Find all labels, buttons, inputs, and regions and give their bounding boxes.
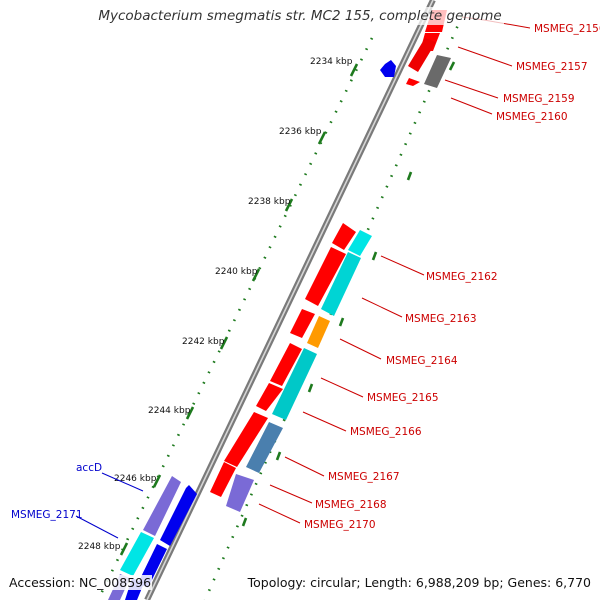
- genome-backbone-highlight: [146, 0, 434, 600]
- tick-label: 2240 kbp: [215, 267, 258, 277]
- leader-line: [75, 515, 119, 539]
- gene-feature[interactable]: [321, 252, 361, 316]
- tick-marks: [119, 61, 456, 556]
- accession-label: Accession: NC_008596: [8, 575, 153, 590]
- gene-label[interactable]: MSMEG_2159: [503, 93, 575, 105]
- gene-label[interactable]: MSMEG_2167: [328, 471, 400, 483]
- gene-feature[interactable]: [424, 55, 451, 88]
- leader-line: [320, 377, 364, 398]
- gene-label[interactable]: MSMEG_2157: [516, 61, 588, 73]
- gene-feature[interactable]: [307, 316, 330, 348]
- gene-feature[interactable]: [272, 348, 317, 420]
- gene-feature[interactable]: [143, 476, 181, 536]
- leader-line: [457, 46, 513, 67]
- gene-feature[interactable]: [305, 247, 346, 306]
- tick-label: 2248 kbp: [78, 542, 121, 552]
- gene-label[interactable]: MSMEG_2165: [367, 392, 439, 404]
- leader-lines-blue: [75, 472, 144, 539]
- tick-mark: [241, 517, 248, 527]
- tick-mark: [284, 198, 294, 212]
- gene-feature[interactable]: [406, 78, 420, 86]
- outer-ruler-ring: [96, 37, 374, 600]
- gene-label[interactable]: MSMEG_2162: [426, 271, 498, 283]
- gene-features: [108, 10, 451, 600]
- tick-label: 2246 kbp: [114, 474, 157, 484]
- gene-label[interactable]: MSMEG_2160: [496, 111, 568, 123]
- leader-line: [258, 503, 301, 524]
- gene-label[interactable]: MSMEG_2170: [304, 519, 376, 531]
- leader-line: [444, 79, 499, 99]
- tick-mark: [448, 61, 456, 71]
- leader-line: [302, 411, 347, 432]
- gene-feature[interactable]: [210, 462, 236, 497]
- leader-line: [284, 456, 325, 477]
- map-title: Mycobacterium smegmatis str. MC2 155, co…: [0, 7, 600, 25]
- gene-feature[interactable]: [270, 343, 302, 386]
- tick-label: 2238 kbp: [248, 197, 291, 207]
- gene-feature[interactable]: [332, 223, 356, 250]
- tick-mark: [251, 268, 261, 282]
- gene-feature[interactable]: [160, 485, 197, 546]
- gene-feature[interactable]: [408, 38, 436, 72]
- gene-feature[interactable]: [290, 309, 315, 338]
- blue-marker[interactable]: [380, 60, 396, 77]
- tick-mark: [317, 131, 327, 145]
- gene-label[interactable]: MSMEG_2171: [11, 509, 83, 521]
- leader-line: [450, 97, 493, 115]
- gene-labels: MSMEG_2156 MSMEG_2157 MSMEG_2159 MSMEG_2…: [304, 23, 600, 531]
- leader-line: [269, 484, 313, 504]
- tick-mark: [152, 474, 162, 488]
- gene-label[interactable]: MSMEG_2156: [534, 23, 600, 35]
- tick-mark: [119, 542, 129, 556]
- tick-label: 2234 kbp: [310, 57, 353, 67]
- gene-label[interactable]: MSMEG_2166: [350, 426, 422, 438]
- tick-mark: [349, 63, 359, 77]
- leader-line: [101, 472, 144, 492]
- gene-feature[interactable]: [120, 532, 154, 576]
- tick-label: 2236 kbp: [279, 127, 322, 137]
- tick-mark: [185, 406, 195, 420]
- gene-label[interactable]: MSMEG_2164: [386, 355, 458, 367]
- gene-feature[interactable]: [256, 383, 283, 411]
- gene-label[interactable]: accD: [76, 462, 102, 474]
- map-title-text: Mycobacterium smegmatis str. MC2 155, co…: [96, 7, 504, 25]
- gene-feature[interactable]: [348, 230, 372, 256]
- tick-mark: [219, 336, 229, 350]
- gene-feature[interactable]: [224, 412, 268, 467]
- genome-summary: Topology: circular; Length: 6,988,209 bp…: [246, 575, 592, 590]
- gene-feature[interactable]: [246, 422, 283, 473]
- gene-feature[interactable]: [226, 474, 254, 512]
- tick-label: 2244 kbp: [148, 406, 191, 416]
- tick-mark: [338, 317, 345, 327]
- leader-line: [339, 338, 382, 360]
- gene-label[interactable]: MSMEG_2168: [315, 499, 387, 511]
- leader-line: [380, 255, 425, 276]
- leader-line: [361, 297, 403, 318]
- gene-labels-blue: accD MSMEG_2171: [11, 462, 102, 521]
- tick-labels: 2234 kbp 2236 kbp 2238 kbp 2240 kbp 2242…: [78, 57, 353, 552]
- leader-lines: [258, 16, 531, 524]
- tick-label: 2242 kbp: [182, 337, 225, 347]
- tick-mark: [371, 251, 378, 261]
- tick-mark: [406, 171, 413, 181]
- gene-label[interactable]: MSMEG_2163: [405, 313, 477, 325]
- tick-mark: [275, 451, 282, 461]
- tick-mark: [307, 383, 314, 393]
